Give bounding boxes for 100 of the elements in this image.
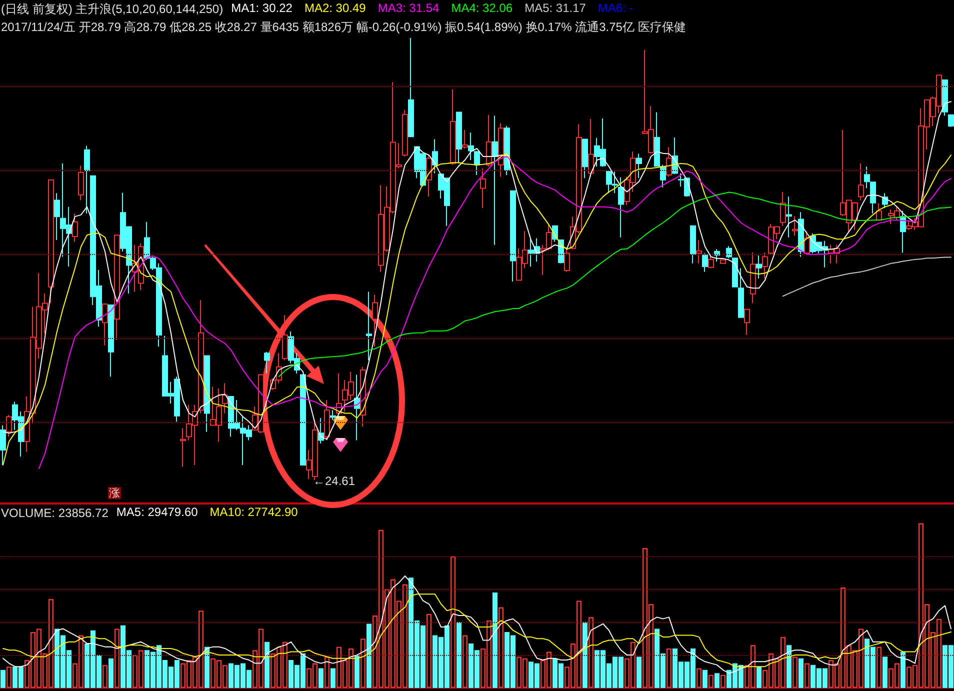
bar [876, 646, 882, 688]
candlestick [486, 114, 492, 168]
candlestick [78, 165, 84, 201]
candlestick [432, 138, 438, 174]
bar [714, 673, 720, 688]
candlestick [492, 115, 498, 246]
bar [792, 656, 798, 688]
candlestick [696, 239, 702, 264]
text: MA1: 30.22 [231, 1, 293, 15]
candlestick [48, 179, 54, 304]
bar [330, 668, 336, 688]
bar [450, 556, 456, 688]
bar [666, 648, 672, 688]
candlestick [732, 258, 738, 288]
candlestick [738, 268, 744, 318]
candlestick [468, 132, 474, 160]
text: 涨 [109, 488, 120, 500]
bar [108, 658, 114, 688]
bar [114, 628, 120, 688]
candlestick [180, 428, 186, 468]
text: MA3: 31.54 [378, 1, 440, 15]
bar [636, 656, 642, 688]
candlestick [54, 192, 60, 240]
bar [696, 668, 702, 688]
bar [720, 674, 726, 688]
candlestick [330, 410, 336, 420]
text: MA10: 27742.90 [210, 505, 298, 519]
text: MA5: 31.17 [524, 1, 586, 15]
candlestick [948, 114, 954, 128]
bar [498, 607, 504, 688]
candlestick [84, 145, 90, 214]
candlestick [426, 154, 432, 198]
candlestick [666, 146, 672, 178]
candlestick [0, 424, 6, 466]
candlestick [366, 291, 372, 361]
candlestick [204, 355, 210, 432]
chart-subtitle: 2017/11/24/五 开28.79 高28.79 低28.25 收28.27 量6435 额1826万 幅-0.26(-0.91%) 振0.54(1.89%) 换0.17% 流通3.75亿 医疗保健 [1, 20, 686, 34]
candlestick [114, 234, 120, 340]
candlestick [690, 225, 696, 264]
candlestick [756, 254, 762, 279]
bar [366, 624, 372, 688]
candlestick [282, 314, 288, 361]
candlestick [762, 252, 768, 279]
bar [0, 670, 6, 688]
candlestick [804, 230, 810, 256]
candlestick [264, 351, 270, 374]
text: MA4: 32.06 [451, 1, 513, 15]
candlestick [474, 151, 480, 176]
candlestick [480, 168, 486, 209]
candlestick [72, 212, 78, 242]
bar [900, 652, 906, 688]
chart-title: (日线 前复权) 主升浪(5,10,20,60,144,250) [1, 2, 224, 16]
text: MA2: 30.49 [304, 1, 366, 15]
bar [318, 668, 324, 688]
candlestick [408, 38, 414, 138]
candlestick [900, 210, 906, 254]
bar [324, 656, 330, 688]
candlestick [108, 304, 114, 378]
candlestick [588, 118, 594, 178]
bar [756, 666, 762, 688]
bar [798, 658, 804, 688]
bar [462, 635, 468, 688]
bar [804, 663, 810, 688]
bar [102, 664, 108, 688]
bar [264, 642, 270, 688]
bar [882, 656, 888, 688]
candlestick [6, 414, 12, 438]
candlestick [582, 138, 588, 179]
candlestick [222, 382, 228, 414]
candlestick [462, 129, 468, 149]
bar [354, 655, 360, 688]
candlestick [618, 176, 624, 238]
candlestick [942, 79, 948, 116]
chart-title: VOLUME: 23856.72 [1, 506, 109, 520]
candlestick [636, 153, 642, 179]
candlestick [780, 191, 786, 226]
candlestick [786, 196, 792, 238]
candlestick [300, 374, 306, 466]
bar [492, 592, 498, 688]
candlestick [456, 112, 462, 164]
candlestick [750, 252, 756, 304]
annotation: ←24.61 [313, 474, 356, 488]
candlestick [720, 258, 726, 264]
candlestick [858, 163, 864, 201]
bar [786, 645, 792, 688]
bar [360, 638, 366, 688]
candlestick [564, 248, 570, 272]
candlestick [792, 216, 798, 236]
bar [426, 614, 432, 688]
candlestick [354, 374, 360, 441]
legend-label: MA6: - [598, 1, 634, 15]
candlestick [744, 308, 750, 336]
text: MA5: 29479.60 [116, 505, 198, 519]
candlestick [102, 302, 108, 346]
bar [204, 646, 210, 688]
candlestick [708, 254, 714, 269]
candlestick [702, 252, 708, 272]
candlestick [402, 110, 408, 157]
bar [6, 666, 12, 688]
candlestick [510, 190, 516, 282]
